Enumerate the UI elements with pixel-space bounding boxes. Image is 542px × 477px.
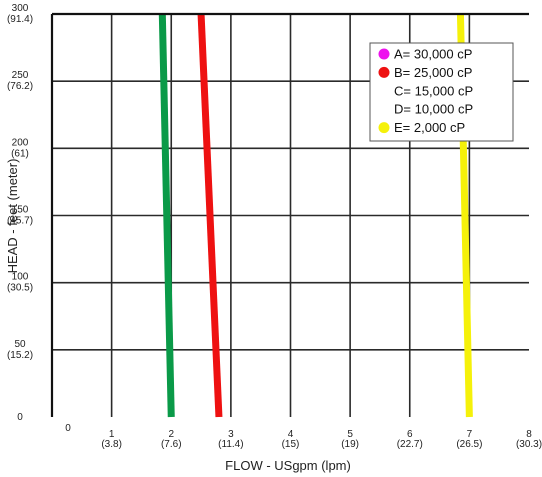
legend-marker — [378, 103, 390, 115]
series-line-2 — [197, 13, 223, 418]
tick-labels: 0 1(3.8) 2(7.6) 3(11.4) 4(15) 5(19) 6(22.7) 7(2… — [7, 3, 542, 450]
x-tick-sublabel: (22.7) — [397, 439, 423, 450]
y-tick-label: 0 — [17, 412, 23, 423]
y-tick-label: 200 — [12, 137, 29, 148]
legend-marker — [378, 66, 390, 78]
x-axis-title: FLOW - USgpm (lpm) — [225, 458, 351, 473]
x-tick-label: 2 — [168, 429, 174, 440]
y-tick-label: 50 — [14, 339, 26, 350]
x-tick-sublabel: (15) — [282, 439, 300, 450]
x-tick-label: 1 — [109, 429, 115, 440]
x-tick-label: 0 — [65, 423, 71, 434]
legend: A= 30,000 cP B= 25,000 cP C= 15,000 cP D= 1… — [369, 42, 514, 142]
y-tick-label: 250 — [12, 70, 29, 81]
x-tick-label: 4 — [288, 429, 294, 440]
x-tick-sublabel: (7.6) — [161, 439, 182, 450]
y-tick-sublabel: (91.4) — [7, 14, 33, 25]
x-tick-label: 5 — [347, 429, 353, 440]
y-axis-title: HEAD - feet (meter) — [5, 159, 20, 274]
x-tick-label: 7 — [467, 429, 473, 440]
y-tick-sublabel: (61) — [11, 148, 29, 159]
x-tick-sublabel: (26.5) — [456, 439, 482, 450]
y-tick-sublabel: (15.2) — [7, 350, 33, 361]
legend-box — [369, 42, 514, 142]
x-tick-sublabel: (3.8) — [101, 439, 122, 450]
legend-label: D= 10,000 cP — [394, 102, 473, 117]
legend-marker — [378, 122, 390, 134]
x-tick-label: 6 — [407, 429, 413, 440]
y-tick-label: 300 — [12, 3, 29, 14]
x-tick-label: 8 — [526, 429, 532, 440]
x-tick-sublabel: (30.3) — [516, 439, 542, 450]
y-tick-label: 150 — [12, 205, 29, 216]
x-tick-sublabel: (19) — [341, 439, 359, 450]
legend-marker — [378, 85, 390, 97]
y-tick-sublabel: (76.2) — [7, 81, 33, 92]
x-tick-sublabel: (11.4) — [218, 439, 243, 450]
series-line-1 — [158, 13, 175, 418]
legend-label: E= 2,000 cP — [394, 120, 465, 135]
y-tick-sublabel: (45.7) — [7, 216, 33, 227]
axes — [50, 12, 529, 417]
legend-label: A= 30,000 cP — [394, 47, 472, 62]
legend-marker — [378, 48, 390, 60]
y-tick-label: 100 — [12, 272, 29, 283]
legend-label: B= 25,000 cP — [394, 65, 472, 80]
y-tick-sublabel: (30.5) — [7, 283, 33, 294]
legend-label: C= 15,000 cP — [394, 83, 473, 98]
x-tick-label: 3 — [228, 429, 234, 440]
